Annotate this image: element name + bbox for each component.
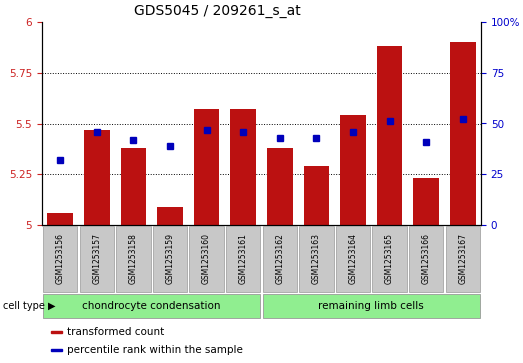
Bar	[121, 148, 146, 225]
FancyBboxPatch shape	[153, 226, 187, 292]
Text: GSM1253159: GSM1253159	[166, 233, 175, 285]
Text: GSM1253163: GSM1253163	[312, 233, 321, 285]
Bar	[377, 46, 402, 225]
Bar	[340, 115, 366, 225]
Text: GSM1253157: GSM1253157	[93, 233, 101, 285]
Text: GSM1253156: GSM1253156	[56, 233, 65, 285]
FancyBboxPatch shape	[189, 226, 224, 292]
Bar	[51, 349, 62, 351]
FancyBboxPatch shape	[336, 226, 370, 292]
FancyBboxPatch shape	[43, 226, 77, 292]
Bar	[267, 148, 292, 225]
Bar	[303, 166, 329, 225]
Text: chondrocyte condensation: chondrocyte condensation	[83, 301, 221, 311]
Bar	[194, 109, 220, 225]
FancyBboxPatch shape	[263, 294, 480, 318]
Text: GSM1253158: GSM1253158	[129, 233, 138, 285]
Text: GSM1253162: GSM1253162	[275, 233, 285, 285]
Text: GDS5045 / 209261_s_at: GDS5045 / 209261_s_at	[134, 4, 301, 19]
FancyBboxPatch shape	[43, 294, 260, 318]
Bar	[231, 109, 256, 225]
Bar	[157, 207, 183, 225]
Text: transformed count: transformed count	[67, 327, 165, 337]
FancyBboxPatch shape	[299, 226, 334, 292]
FancyBboxPatch shape	[226, 226, 260, 292]
FancyBboxPatch shape	[409, 226, 444, 292]
Bar	[84, 130, 110, 225]
Text: GSM1253161: GSM1253161	[238, 233, 248, 285]
Bar	[413, 178, 439, 225]
FancyBboxPatch shape	[446, 226, 480, 292]
Text: cell type ▶: cell type ▶	[3, 301, 55, 311]
FancyBboxPatch shape	[79, 226, 114, 292]
Text: remaining limb cells: remaining limb cells	[319, 301, 424, 311]
Text: GSM1253165: GSM1253165	[385, 233, 394, 285]
Bar	[51, 331, 62, 333]
FancyBboxPatch shape	[263, 226, 297, 292]
Text: percentile rank within the sample: percentile rank within the sample	[67, 345, 243, 355]
Bar	[450, 42, 475, 225]
FancyBboxPatch shape	[116, 226, 151, 292]
Bar	[48, 213, 73, 225]
Text: GSM1253160: GSM1253160	[202, 233, 211, 285]
Text: GSM1253164: GSM1253164	[348, 233, 357, 285]
Text: GSM1253166: GSM1253166	[422, 233, 430, 285]
FancyBboxPatch shape	[372, 226, 407, 292]
Text: GSM1253167: GSM1253167	[458, 233, 467, 285]
